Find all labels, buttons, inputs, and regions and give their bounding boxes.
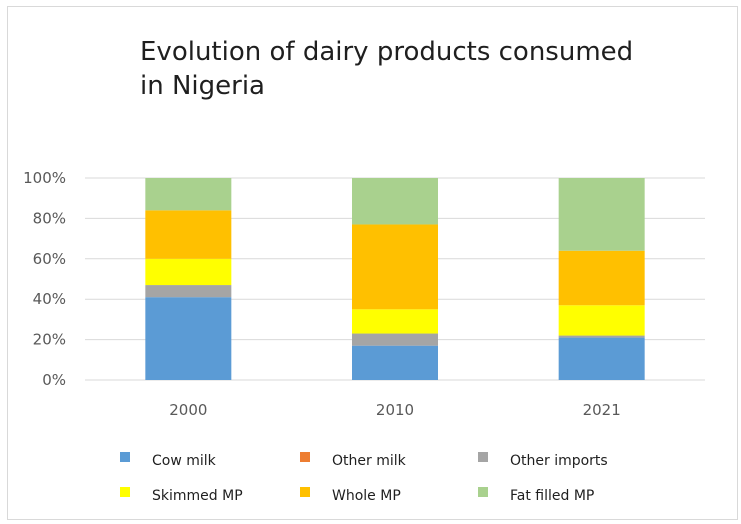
- bar-segment: [352, 333, 438, 346]
- y-tick-label: 100%: [23, 169, 66, 187]
- y-tick-label: 40%: [33, 290, 66, 308]
- bar-segment: [352, 224, 438, 310]
- bar-segment: [558, 250, 645, 306]
- legend-swatch: [478, 452, 488, 462]
- legend-swatch: [478, 487, 488, 497]
- legend-label: Other milk: [332, 453, 407, 469]
- y-axis-ticks: 0% 20% 40% 60% 80% 100%: [23, 169, 66, 389]
- chart-title: Evolution of dairy products consumed in …: [140, 37, 634, 101]
- bar-segment: [558, 337, 645, 380]
- y-tick-label: 80%: [33, 209, 66, 227]
- legend-label: Cow milk: [152, 453, 217, 469]
- legend-label: Other imports: [510, 453, 608, 469]
- bar-segment: [352, 309, 438, 334]
- legend-label: Skimmed MP: [152, 488, 243, 504]
- legend-swatch: [300, 487, 310, 497]
- bar-segment: [352, 178, 438, 225]
- bar-segment: [145, 210, 232, 259]
- bar-segment: [145, 285, 232, 298]
- bar-segment: [558, 335, 645, 338]
- y-tick-label: 20%: [33, 331, 66, 349]
- legend-swatch: [120, 452, 130, 462]
- bar-segment: [352, 345, 438, 380]
- bars: [145, 178, 645, 380]
- y-tick-label: 60%: [33, 250, 66, 268]
- bar-segment: [145, 258, 232, 286]
- legend-swatch: [120, 487, 130, 497]
- legend-label: Fat filled MP: [510, 488, 594, 504]
- bar-segment: [558, 178, 645, 251]
- legend-swatch: [300, 452, 310, 462]
- x-tick-label: 2021: [583, 401, 621, 419]
- bar-segment: [558, 305, 645, 336]
- x-tick-label: 2010: [376, 401, 414, 419]
- x-axis-ticks: 2000 2010 2021: [169, 401, 621, 419]
- bar-segment: [145, 178, 232, 211]
- legend-label: Whole MP: [332, 488, 401, 504]
- x-tick-label: 2000: [169, 401, 207, 419]
- bar-segment: [145, 297, 232, 380]
- legend: Cow milk Other milk Other imports Skimmed M…: [120, 452, 608, 504]
- y-tick-label: 0%: [42, 371, 66, 389]
